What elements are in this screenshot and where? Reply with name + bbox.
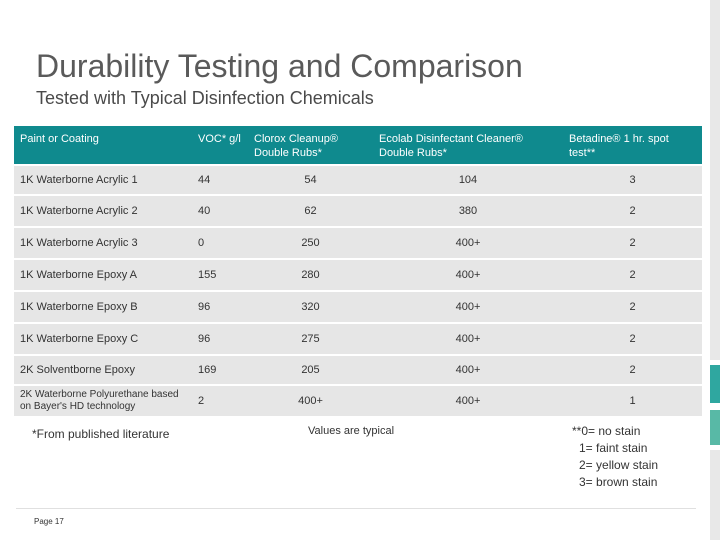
table-cell: 400+ xyxy=(455,237,481,249)
side-accent-bar xyxy=(710,410,720,445)
table-cell: 400+ xyxy=(455,395,481,407)
table-row: 2K Waterborne Polyurethane based on Baye… xyxy=(14,384,702,416)
footer-divider xyxy=(16,508,696,509)
slide-subtitle: Tested with Typical Disinfection Chemica… xyxy=(36,88,374,108)
table-cell: 1K Waterborne Epoxy A xyxy=(20,269,137,281)
table-cell: 400+ xyxy=(455,364,481,376)
table-cell: 400+ xyxy=(455,301,481,313)
table-cell: 104 xyxy=(458,174,478,186)
header-cell: Clorox Cleanup® Double Rubs* xyxy=(254,133,338,159)
table-cell: 2 xyxy=(629,269,636,281)
page-number: Page 17 xyxy=(34,517,64,526)
side-decoration xyxy=(710,450,720,540)
values-note: Values are typical xyxy=(308,425,395,437)
table-cell: 0 xyxy=(198,237,205,249)
table-cell: 2 xyxy=(629,364,636,376)
table-cell: 2 xyxy=(198,395,205,407)
table-cell: 250 xyxy=(301,237,320,249)
table-row: 1K Waterborne Acrylic 3 0 250 400+ 2 xyxy=(14,226,702,258)
table-cell: 400+ xyxy=(298,395,323,407)
table-cell: 1K Waterborne Epoxy B xyxy=(20,301,138,313)
table-cell: 54 xyxy=(304,174,317,186)
table-cell: 1K Waterborne Epoxy C xyxy=(20,333,139,345)
table-cell: 2K Solventborne Epoxy xyxy=(20,364,135,376)
table-cell: 380 xyxy=(458,205,478,217)
table-cell: 2K Waterborne Polyurethane based on Baye… xyxy=(20,389,179,412)
side-decoration xyxy=(710,0,720,360)
table-cell: 280 xyxy=(301,269,320,281)
table-row: 1K Waterborne Epoxy C 96 275 400+ 2 xyxy=(14,322,702,354)
slide-title: Durability Testing and Comparison xyxy=(36,48,523,84)
table-cell: 1 xyxy=(629,395,636,407)
stain-legend-item: 3= brown stain xyxy=(579,475,658,489)
table-cell: 1K Waterborne Acrylic 1 xyxy=(20,174,138,186)
table-cell: 2 xyxy=(629,333,636,345)
table-cell: 44 xyxy=(198,174,211,186)
header-cell: Ecolab Disinfectant Cleaner® Double Rubs… xyxy=(379,133,523,159)
table-cell: 155 xyxy=(198,269,217,281)
table-cell: 2 xyxy=(629,205,636,217)
literature-footnote: *From published literature xyxy=(32,427,170,441)
table-cell: 169 xyxy=(198,364,217,376)
table-cell: 40 xyxy=(198,205,211,217)
table-header: Paint or Coating VOC* g/l Clorox Cleanup… xyxy=(14,126,702,164)
table-cell: 2 xyxy=(629,301,636,313)
comparison-table: Paint or Coating VOC* g/l Clorox Cleanup… xyxy=(14,126,702,416)
table-cell: 275 xyxy=(301,333,320,345)
table-cell: 62 xyxy=(304,205,317,217)
header-cell: Betadine® 1 hr. spot test** xyxy=(569,133,669,159)
table-cell: 3 xyxy=(629,174,636,186)
table-cell: 2 xyxy=(629,237,636,249)
table-row: 1K Waterborne Epoxy B 96 320 400+ 2 xyxy=(14,290,702,322)
table-row: 1K Waterborne Acrylic 1 44 54 104 3 xyxy=(14,164,702,194)
table-cell: 1K Waterborne Acrylic 2 xyxy=(20,205,138,217)
side-accent-bar xyxy=(710,365,720,403)
table-cell: 96 xyxy=(198,333,211,345)
stain-legend-item: **0= no stain xyxy=(572,424,641,438)
table-cell: 400+ xyxy=(455,333,481,345)
table-cell: 205 xyxy=(301,364,320,376)
table-cell: 400+ xyxy=(455,269,481,281)
table-row: 1K Waterborne Acrylic 2 40 62 380 2 xyxy=(14,194,702,226)
stain-legend-item: 1= faint stain xyxy=(579,441,648,455)
table-cell: 96 xyxy=(198,301,211,313)
stain-legend-item: 2= yellow stain xyxy=(579,458,659,472)
table-cell: 1K Waterborne Acrylic 3 xyxy=(20,237,138,249)
header-cell: VOC* g/l xyxy=(198,133,241,145)
table-cell: 320 xyxy=(301,301,320,313)
header-cell: Paint or Coating xyxy=(20,133,99,145)
table-row: 2K Solventborne Epoxy 169 205 400+ 2 xyxy=(14,354,702,384)
table-row: 1K Waterborne Epoxy A 155 280 400+ 2 xyxy=(14,258,702,290)
